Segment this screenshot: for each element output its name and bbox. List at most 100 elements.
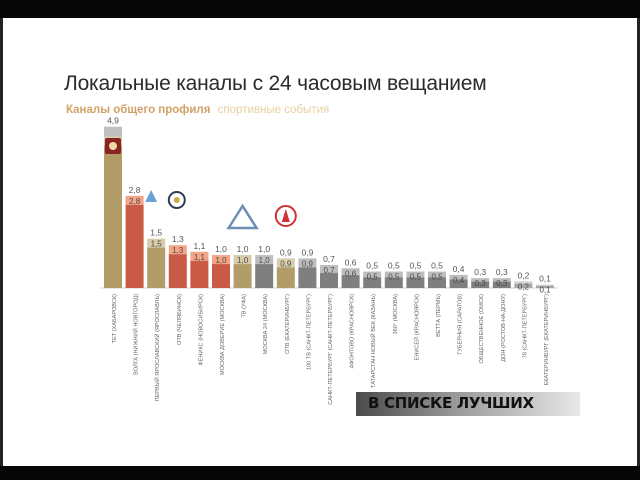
bar-inner-label: 1,0 — [259, 256, 271, 265]
bar-inner-label: 0,5 — [410, 273, 422, 282]
bar-cap — [514, 281, 533, 284]
bar-value-label: 0,7 — [323, 254, 335, 264]
bar-cap — [406, 271, 425, 278]
hockey-team-logo-core — [173, 197, 180, 203]
bar-value-label: 4,9 — [107, 116, 119, 126]
bar-cap — [363, 271, 382, 278]
video-frame-bottom — [0, 466, 640, 480]
bar — [190, 260, 209, 288]
bar-value-label: 1,0 — [258, 244, 270, 254]
bar-value-label: 0,2 — [517, 270, 529, 280]
bar-cap — [233, 255, 252, 265]
bar-inner-label: 0,5 — [431, 273, 443, 282]
bar-cap — [212, 255, 230, 265]
bar-inner-label: 0,6 — [345, 269, 357, 278]
category-label: ДОН (РОСТОВ-НА-ДОНУ) — [501, 294, 507, 362]
category-label: ВОЛГА (НИЖНИЙ НОВГОРОД) — [132, 294, 140, 375]
bar-value-label: 1,0 — [237, 244, 249, 254]
bar-value-label: 1,5 — [150, 228, 162, 238]
category-label: ГУБЕРНИЯ (САРАТОВ) — [458, 294, 464, 355]
bar-inner-label: 0,2 — [518, 282, 530, 291]
bar-cap — [536, 284, 554, 286]
bar-inner-label: 1,0 — [215, 256, 227, 265]
bar — [104, 145, 122, 288]
category-label: ПЕРВЫЙ ЯРОСЛАВСКИЙ (ЯРОСЛАВЛЬ) — [153, 294, 161, 402]
bar — [341, 275, 360, 288]
bar-top-segment — [104, 126, 122, 137]
bar-value-label: 1,0 — [215, 244, 227, 254]
legend-sport: спортивные события — [217, 104, 330, 116]
bar — [536, 285, 554, 288]
bar-inner-label: 1,3 — [172, 246, 184, 255]
bar-cap — [471, 278, 490, 282]
bar — [233, 264, 252, 288]
category-label: ТВ (УФА) — [242, 294, 248, 318]
bar-inner-label: 1,0 — [237, 256, 249, 265]
bar-value-label: 1,1 — [193, 241, 205, 251]
bar-value-label: 2,8 — [129, 185, 141, 195]
bar-inner-label: 2,8 — [129, 197, 141, 206]
category-label: ОТВ (ЧЕЛЯБИНСК) — [177, 294, 183, 345]
bar-inner-label: 0,3 — [496, 279, 508, 288]
bar-cap — [428, 271, 446, 278]
bar-inner-label: 0,7 — [323, 266, 335, 275]
category-label: АФОНТОВО (КРАСНОЯРСК) — [350, 294, 356, 369]
chart-legend: Каналы общего профиля спортивные события — [66, 104, 329, 116]
category-label: ЕКАТЕРИНБУРГ (ЕКАТЕРИНБУРГ) — [544, 294, 550, 386]
bar-value-label: 0,3 — [474, 267, 486, 277]
bar-cap — [125, 195, 144, 205]
bar-cap — [449, 274, 468, 280]
football-club-logo — [226, 203, 259, 230]
category-label: 78 (САНКТ-ПЕТЕРБУРГ) — [522, 294, 528, 358]
bar — [428, 277, 446, 288]
bar-cap — [276, 258, 295, 268]
bar-cap — [341, 268, 360, 276]
bar-cap — [190, 251, 209, 261]
bar-inner-label: 0,5 — [388, 273, 400, 282]
bar — [320, 273, 338, 288]
bar — [125, 204, 144, 288]
bar-inner-label: 1,1 — [194, 253, 206, 262]
bar-inner-label: 0,9 — [302, 259, 314, 268]
bar — [255, 264, 274, 288]
bar — [276, 267, 295, 288]
hockey-club-logo-emblem — [109, 142, 117, 150]
bar-cap — [255, 255, 274, 265]
bar-value-label: 0,1 — [539, 274, 551, 284]
bar-value-label: 0,6 — [345, 257, 357, 267]
banner-text: В СПИСКЕ ЛУЧШИХ — [368, 394, 534, 412]
bar-cap — [168, 245, 187, 255]
bar-value-label: 0,5 — [409, 261, 421, 271]
video-frame-top — [0, 0, 640, 18]
bar — [363, 277, 382, 288]
bar — [212, 264, 230, 288]
bar — [492, 281, 511, 288]
bar-inner-label: 0,3 — [475, 279, 487, 288]
bar — [298, 267, 317, 288]
video-frame-left — [0, 18, 3, 466]
volleyball-club-logo — [145, 190, 158, 202]
category-label: САНКТ-ПЕТЕРБУРГ (САНКТ-ПЕТЕРБУРГ) — [328, 294, 334, 405]
category-label: ФЕНИКС (НОВОСИБИРСК) — [198, 294, 204, 366]
category-label: МОСКВА ДОВЕРИЕ (МОСКВА) — [220, 294, 226, 375]
bar-value-label: 0,9 — [280, 247, 292, 257]
category-label: ТАТАРСТАН НОВЫЙ ВЕК (КАЗАНЬ) — [369, 294, 377, 388]
bar — [384, 277, 403, 288]
bar-value-label: 0,5 — [431, 261, 443, 271]
bar-cap — [384, 271, 403, 278]
category-label: ОТВ (ЕКАТЕРИНБУРГ) — [285, 294, 291, 354]
bar-cap — [147, 238, 166, 248]
bar — [147, 247, 166, 288]
bar-inner-label: 0,4 — [453, 276, 465, 285]
highlight-banner — [356, 392, 580, 416]
bar-inner-label: 1,5 — [151, 240, 163, 249]
bar-cap — [298, 258, 317, 268]
bar — [168, 254, 187, 288]
category-label: ОБЩЕСТВЕННОЕ (ОМСК) — [479, 294, 485, 364]
category-label: 100 ТВ (САНКТ-ПЕТЕРБУРГ) — [306, 294, 312, 370]
bar-value-label: 0,5 — [366, 261, 378, 271]
bar-value-label: 0,5 — [388, 261, 400, 271]
avtomobilist-club-logo-letter — [281, 209, 290, 222]
bar-value-label: 0,3 — [496, 267, 508, 277]
